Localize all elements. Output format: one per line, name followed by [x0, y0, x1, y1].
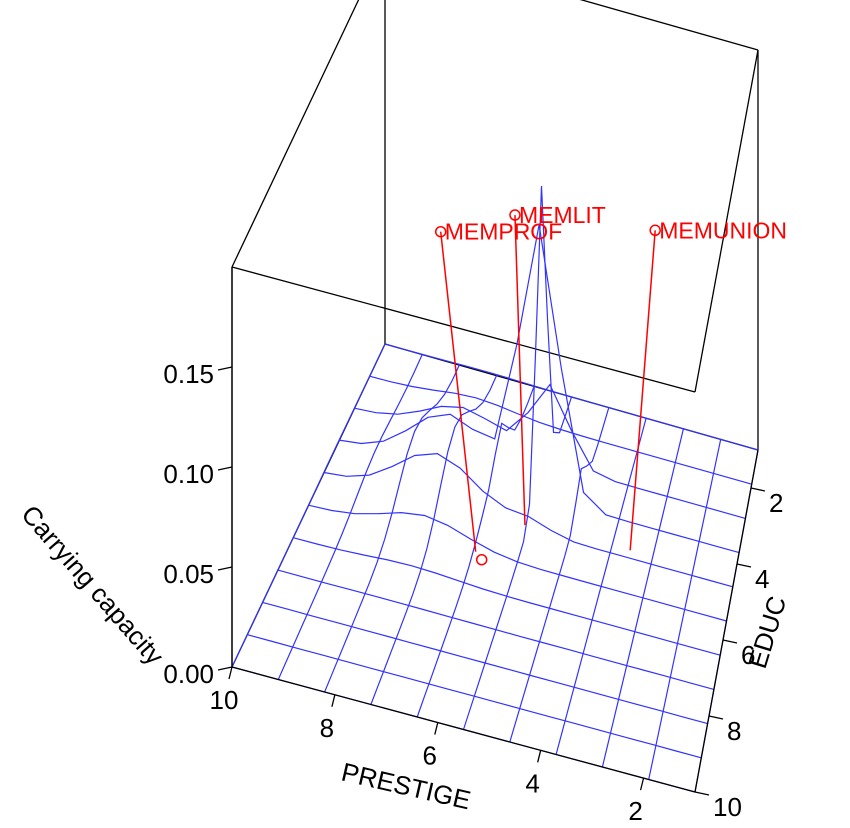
mesh-line-educ — [369, 375, 752, 485]
z-tick-mark — [217, 666, 233, 671]
mesh-line-educ — [293, 537, 721, 656]
mesh-line-educ — [323, 452, 733, 588]
y-tick-mark — [694, 791, 710, 796]
y-tick-mark — [750, 487, 766, 492]
z-axis-title: Carrying capacity — [15, 499, 169, 670]
point-label-memlit: MEMLIT — [519, 202, 606, 228]
x-tick-label: 10 — [210, 685, 239, 715]
y-tick-mark — [736, 563, 752, 568]
point-label-memprof: MEMPROF — [445, 219, 563, 245]
plot-box-back — [231, 0, 759, 668]
point-marker-memunion — [649, 224, 661, 237]
y-tick-label: 4 — [755, 564, 769, 594]
z-tick-label: 0.00 — [163, 659, 214, 689]
mesh-line-educ — [354, 383, 746, 519]
mesh-line-educ — [339, 224, 740, 554]
point-base-marker — [475, 553, 488, 566]
mesh-line-educ — [247, 634, 702, 759]
stem-memprof — [439, 231, 477, 552]
y-tick-label: 6 — [741, 640, 755, 670]
x-tick-mark — [434, 722, 439, 735]
box-edge-top-2 — [579, 0, 759, 51]
y-tick-mark — [722, 639, 738, 644]
mesh-line-educ — [308, 504, 727, 622]
point-label-memunion: MEMUNION — [659, 217, 787, 243]
x-tick-mark — [331, 694, 336, 707]
stem-memunion — [629, 230, 656, 551]
mesh-line-educ — [277, 569, 715, 690]
mesh-line-educ — [384, 343, 759, 451]
box-edge-floor-front-0 — [231, 666, 696, 793]
y-tick-label: 2 — [769, 488, 783, 518]
x-tick-mark — [639, 777, 645, 791]
z-tick-label: 0.15 — [163, 359, 214, 389]
x-axis-title: PRESTIGE — [339, 757, 474, 816]
box-edge-top-1 — [231, 0, 360, 268]
y-tick-mark — [708, 715, 724, 720]
mesh-line-educ — [262, 601, 708, 725]
x-tick-mark — [228, 666, 233, 680]
mesh-line-prestige — [370, 374, 498, 705]
y-axis-title: EDUC — [742, 593, 792, 672]
z-tick-mark — [217, 566, 233, 571]
z-tick-mark — [217, 466, 233, 471]
z-tick-label: 0.05 — [163, 559, 214, 589]
plot-box-front — [231, 267, 759, 793]
mesh-line-prestige — [462, 185, 573, 730]
x-tick-label: 4 — [525, 768, 539, 798]
box-edge-floor-front-1 — [694, 449, 759, 793]
y-tick-label: 8 — [727, 716, 741, 746]
point-marker-memlit — [509, 209, 521, 221]
z-tick-mark — [217, 366, 233, 371]
x-tick-label: 8 — [320, 713, 334, 743]
surface-mesh — [231, 185, 759, 793]
x-tick-label: 6 — [423, 741, 437, 771]
y-tick-label: 10 — [713, 792, 742, 822]
box-edge-top-0 — [231, 266, 696, 393]
stem-memlit — [514, 215, 526, 526]
x-tick-mark — [537, 750, 542, 763]
box-edge-top-3 — [694, 49, 759, 393]
point-marker-memprof — [434, 225, 447, 238]
z-tick-label: 0.10 — [163, 459, 214, 489]
x-tick-label: 2 — [628, 796, 642, 826]
